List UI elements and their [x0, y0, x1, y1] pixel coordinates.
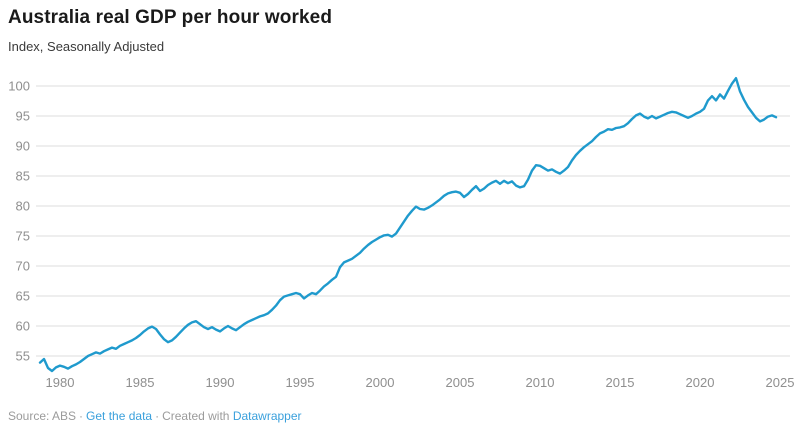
- line-chart: 55 60 65 70 75 80 85 90 95 100 1980 1985 1990 1995 20…: [8, 76, 795, 390]
- x-tick-label: 2010: [526, 375, 555, 390]
- x-tick-label: 2025: [766, 375, 795, 390]
- chart-header: Australia real GDP per hour worked Index…: [8, 6, 332, 54]
- y-tick-label: 75: [16, 229, 30, 244]
- get-the-data-link[interactable]: Get the data: [86, 409, 153, 423]
- footer-separator: ·: [155, 409, 160, 423]
- y-tick-label: 100: [8, 79, 30, 94]
- x-axis-labels-group: 1980 1985 1990 1995 2000 2005 2010 2015 2020 2025: [46, 375, 795, 390]
- datawrapper-link[interactable]: Datawrapper: [232, 409, 302, 423]
- y-tick-label: 55: [16, 349, 30, 364]
- chart-title: Australia real GDP per hour worked: [8, 7, 333, 28]
- created-with-text: Created with: [162, 409, 230, 423]
- x-tick-label: 1990: [206, 375, 235, 390]
- source-text: Source: ABS: [8, 409, 77, 423]
- x-tick-label: 2020: [686, 375, 715, 390]
- chart-footer: Source: ABS · Get the data · Created with Da…: [8, 409, 302, 423]
- y-axis-labels-group: 55 60 65 70 75 80 85 90 95 100: [8, 79, 30, 364]
- footer-separator: ·: [79, 409, 84, 423]
- y-tick-label: 65: [16, 289, 30, 304]
- y-tick-label: 95: [16, 109, 30, 124]
- gridlines-group: [36, 85, 790, 357]
- y-tick-label: 80: [16, 199, 30, 214]
- x-tick-label: 1985: [126, 375, 155, 390]
- x-tick-label: 2000: [366, 375, 395, 390]
- chart-subtitle: Index, Seasonally Adjusted: [8, 39, 165, 54]
- x-tick-label: 1995: [286, 375, 315, 390]
- x-tick-label: 2015: [606, 375, 635, 390]
- y-tick-label: 60: [16, 319, 30, 334]
- y-tick-label: 85: [16, 169, 30, 184]
- x-tick-label: 1980: [46, 375, 75, 390]
- gdp-per-hour-line: [38, 76, 778, 373]
- y-tick-label: 70: [16, 259, 30, 274]
- y-tick-label: 90: [16, 139, 30, 154]
- x-tick-label: 2005: [446, 375, 475, 390]
- data-series-group: [38, 76, 778, 373]
